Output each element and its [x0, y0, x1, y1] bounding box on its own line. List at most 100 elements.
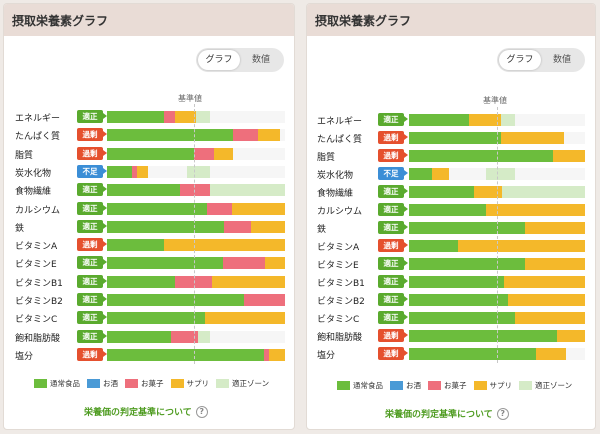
toggle-graph-button[interactable]: グラフ	[499, 50, 541, 70]
bar-segment-supplement	[265, 257, 285, 270]
bar-segment-supplement	[213, 147, 234, 160]
legend-label: お酒	[103, 379, 118, 388]
nutrient-bar-track	[107, 111, 285, 123]
nutrient-name: 飽和脂肪酸	[15, 333, 61, 344]
legend-item-alcohol: お酒	[87, 378, 118, 389]
bar-segment-normal	[107, 348, 264, 361]
bar-segment-normal	[409, 258, 526, 270]
nutrient-row: ビタミンB2 適正	[4, 291, 294, 309]
legend-item-sweets: お菓子	[428, 380, 467, 391]
bar-segment-normal	[409, 168, 432, 180]
legend-swatch	[428, 381, 441, 390]
nutrient-row: たんぱく質 過剰	[307, 129, 595, 147]
question-circle-icon[interactable]: ?	[195, 405, 208, 418]
nutrient-name: ビタミンC	[317, 315, 360, 325]
status-badge: 過剰	[378, 239, 408, 252]
nutrient-name: 塩分	[15, 351, 34, 362]
status-badge: 適正	[378, 221, 408, 234]
nutrient-row: ビタミンA 過剰	[307, 237, 595, 255]
nutrient-bar-track	[409, 186, 585, 198]
bar-segment-supplement	[163, 239, 285, 252]
legend-label: お菓子	[141, 379, 164, 388]
toggle-values-button[interactable]: 数値	[251, 55, 270, 65]
bar-segment-supplement	[258, 129, 280, 142]
legend-swatch	[337, 381, 350, 390]
bar-segment-normal	[409, 204, 487, 216]
nutrient-row: ビタミンA 過剰	[4, 236, 294, 254]
question-circle-icon[interactable]: ?	[496, 407, 509, 420]
nutrient-row: 鉄 適正	[307, 219, 595, 237]
nutrient-row: 食物繊維 適正	[307, 183, 595, 201]
bar-segment-normal	[409, 132, 501, 144]
status-badge: 適正	[378, 257, 408, 270]
bar-segment-normal	[107, 184, 180, 197]
bar-segment-supplement	[174, 111, 196, 123]
nutrient-bar-track	[107, 294, 285, 306]
nutrient-graph-card-right: 摂取栄養素グラフ グラフ 数値 基準値 エネルギー 適正 たんぱく質 過剰 脂質 過剰 炭水…	[306, 3, 596, 430]
legend-label: 適正ゾーン	[232, 379, 270, 388]
criteria-link[interactable]: 栄養価の判定基準について ?	[385, 407, 509, 420]
nutrient-row: ビタミンB1 適正	[307, 273, 595, 291]
status-badge: 過剰	[378, 329, 408, 342]
nutrient-row: 脂質 過剰	[4, 145, 294, 163]
bar-segment-normal	[409, 276, 505, 288]
appropriate-zone	[187, 165, 211, 178]
nutrient-bar-track	[107, 257, 285, 270]
status-badge: 適正	[77, 293, 107, 306]
nutrient-row: ビタミンE 適正	[307, 255, 595, 273]
bar-segment-supplement	[474, 186, 503, 198]
nutrient-name: ビタミンB1	[15, 278, 63, 289]
status-badge: 適正	[378, 203, 408, 216]
toggle-graph-button[interactable]: グラフ	[198, 50, 240, 70]
bar-segment-supplement	[268, 348, 285, 361]
bar-segment-sweets	[263, 348, 269, 361]
status-badge: 適正	[77, 329, 107, 343]
nutrient-name: ビタミンC	[15, 315, 58, 326]
view-toggle[interactable]: グラフ 数値	[196, 48, 284, 72]
bar-segment-normal	[409, 150, 554, 162]
nutrient-name: 食物繊維	[15, 187, 52, 198]
nutrient-row: 炭水化物 不足	[307, 165, 595, 183]
nutrient-bar-track	[107, 220, 285, 233]
nutrient-name: カルシウム	[15, 205, 61, 216]
bar-segment-normal	[107, 202, 207, 215]
appropriate-zone	[210, 184, 285, 197]
bar-segment-supplement	[507, 294, 585, 306]
nutrient-name: ビタミンE	[15, 260, 57, 271]
bar-segment-sweets	[179, 184, 211, 197]
legend-swatch	[216, 379, 229, 388]
nutrient-bar-track	[107, 129, 285, 142]
appropriate-zone	[486, 168, 515, 180]
legend-swatch	[473, 381, 487, 390]
nutrient-name: 食物繊維	[317, 189, 354, 199]
nutrient-name: 鉄	[317, 225, 327, 235]
nutrient-name: エネルギー	[317, 117, 363, 127]
nutrient-row: ビタミンB2 適正	[307, 291, 595, 309]
nutrient-row: ビタミンC 適正	[4, 309, 294, 327]
status-badge: 適正	[77, 183, 107, 197]
legend-item-sweets: お菓子	[125, 378, 164, 389]
toggle-values-button[interactable]: 数値	[552, 55, 571, 65]
status-badge: 過剰	[77, 347, 107, 361]
criteria-link[interactable]: 栄養価の判定基準について ?	[84, 405, 208, 418]
legend-swatch	[170, 379, 184, 388]
nutrient-name: たんぱく質	[15, 132, 61, 143]
view-toggle[interactable]: グラフ 数値	[497, 48, 585, 72]
nutrient-graph-card-left: 摂取栄養素グラフ グラフ 数値 基準値 エネルギー 適正 たんぱく質 過剰 脂質 過剰 炭水…	[3, 3, 295, 430]
bar-segment-supplement	[137, 165, 148, 178]
status-badge: 適正	[77, 311, 107, 325]
nutrient-name: カルシウム	[317, 207, 363, 217]
bar-segment-normal	[107, 147, 195, 160]
bar-segment-supplement	[514, 312, 585, 324]
nutrient-name: 塩分	[317, 351, 336, 361]
nutrient-name: ビタミンB2	[15, 297, 63, 307]
status-badge: 過剰	[378, 347, 408, 360]
legend-item-zone: 適正ゾーン	[216, 378, 269, 389]
status-badge: 適正	[378, 275, 408, 288]
bar-segment-supplement	[525, 258, 585, 270]
criteria-link-text[interactable]: 栄養価の判定基準について	[84, 408, 192, 418]
criteria-link-text[interactable]: 栄養価の判定基準について	[385, 410, 493, 420]
legend-swatch	[87, 379, 100, 388]
status-badge: 適正	[378, 185, 408, 198]
nutrient-row: 脂質 過剰	[307, 147, 595, 165]
